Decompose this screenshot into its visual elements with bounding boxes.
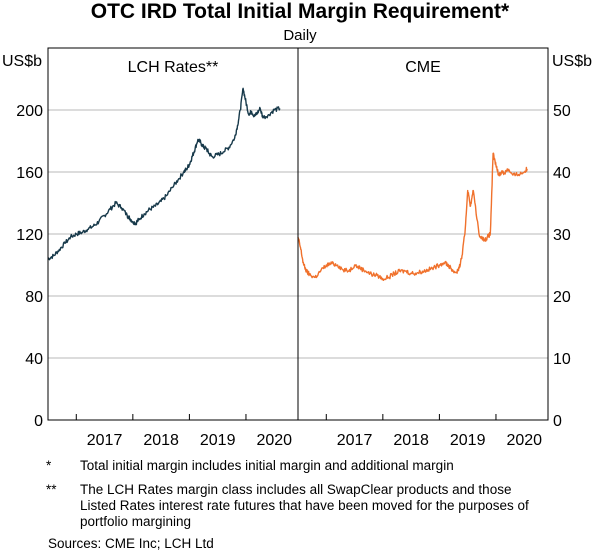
xtick-label-0-3: 2020 xyxy=(256,432,292,449)
ytick-label-left-2: 80 xyxy=(25,289,43,306)
xtick-label-0-2: 2019 xyxy=(200,432,236,449)
ytick-label-left-0: 0 xyxy=(34,413,43,430)
ytick-label-left-4: 160 xyxy=(16,165,43,182)
footnote-2-mark: ** xyxy=(46,482,57,497)
panel-title-0: LCH Rates** xyxy=(128,59,219,76)
ytick-label-left-3: 120 xyxy=(16,227,43,244)
footnote-2-text: The LCH Rates margin class includes all … xyxy=(80,482,529,529)
series-line-lch xyxy=(47,87,281,261)
xtick-label-0-0: 2017 xyxy=(87,432,123,449)
ytick-label-right-5: 50 xyxy=(553,103,571,120)
series-line-cme xyxy=(297,152,528,281)
xtick-label-1-0: 2017 xyxy=(337,432,373,449)
gridlines xyxy=(48,109,548,359)
series-layer xyxy=(47,87,528,281)
footnote-1-mark: * xyxy=(46,458,52,473)
ytick-label-right-2: 20 xyxy=(553,289,571,306)
ytick-label-left-5: 200 xyxy=(16,103,43,120)
footnote-1-text: Total initial margin includes initial ma… xyxy=(80,458,454,473)
chart-title: OTC IRD Total Initial Margin Requirement… xyxy=(90,0,510,23)
sources: Sources: CME Inc; LCH Ltd xyxy=(48,536,214,551)
panel-title-1: CME xyxy=(405,59,441,76)
chart-subtitle: Daily xyxy=(283,27,317,44)
xtick-label-1-2: 2019 xyxy=(450,432,486,449)
unit-label-right: US$b xyxy=(552,53,592,70)
ytick-label-right-1: 10 xyxy=(553,351,571,368)
ytick-label-right-4: 40 xyxy=(553,165,571,182)
ytick-label-right-0: 0 xyxy=(553,413,562,430)
plot-frame xyxy=(47,47,549,421)
xtick-label-0-1: 2018 xyxy=(143,432,179,449)
ytick-label-left-1: 40 xyxy=(25,351,43,368)
ytick-label-right-3: 30 xyxy=(553,227,571,244)
unit-label-left: US$b xyxy=(2,53,42,70)
xtick-label-1-1: 2018 xyxy=(393,432,429,449)
xtick-label-1-3: 2020 xyxy=(506,432,542,449)
